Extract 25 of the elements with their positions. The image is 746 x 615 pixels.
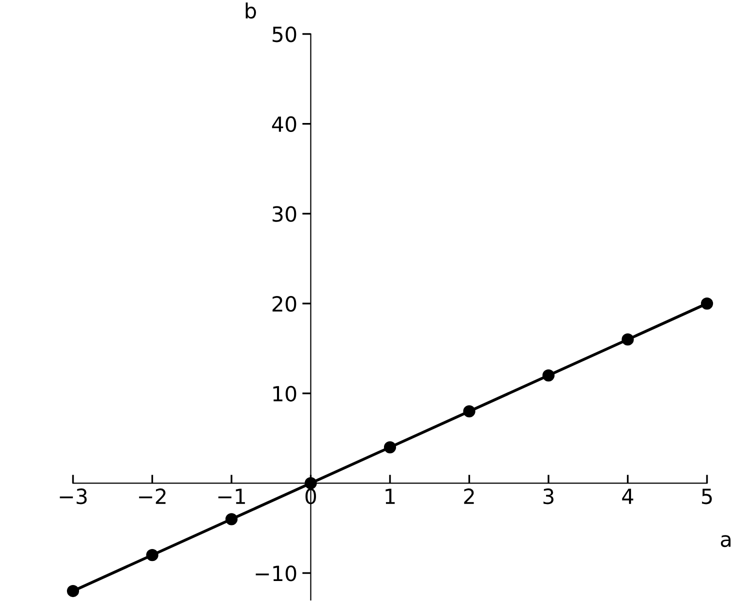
y-axis-title: b [246,2,256,19]
point [146,549,158,562]
y-tick-label: 20 [272,296,296,312]
y-tick-label: −10 [256,566,296,582]
x-tick-label: −1 [218,488,245,504]
x-tick-label: 4 [622,488,634,504]
x-tick-label: −3 [60,488,87,504]
point [384,441,396,454]
point [542,369,555,382]
x-tick-label: 1 [386,488,395,504]
point [225,513,238,526]
y-tick-label: 50 [272,26,296,42]
point [463,405,476,418]
y-tick-label: 30 [272,206,296,222]
x-tick-label: −2 [139,488,166,504]
point [622,333,634,346]
x-axis-title: a [720,535,731,548]
point [700,297,714,310]
x-tick-label: 2 [464,488,474,504]
y-tick-label: 10 [273,386,296,402]
y-tick-label: 40 [272,116,296,132]
point [66,584,80,598]
x-tick-label: 3 [543,488,554,504]
x-tick-label: 5 [702,488,712,504]
point [304,477,317,490]
